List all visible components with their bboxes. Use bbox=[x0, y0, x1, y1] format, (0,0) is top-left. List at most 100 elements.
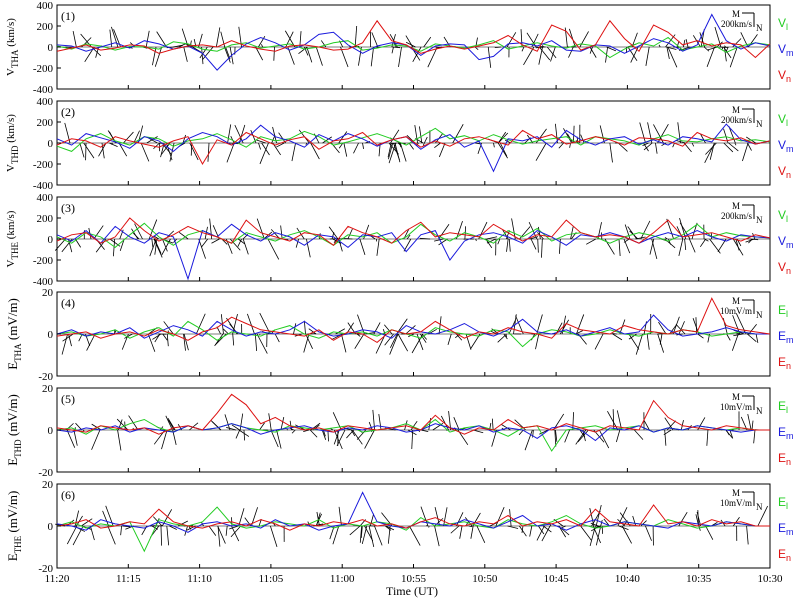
vector-arrow bbox=[529, 525, 533, 537]
vector-arrow bbox=[338, 131, 348, 144]
vector-arrow bbox=[658, 44, 661, 48]
vector-arrow bbox=[255, 46, 264, 61]
y-tick-label: -400 bbox=[33, 276, 54, 288]
vector-arrow bbox=[315, 46, 323, 66]
vector-arrow bbox=[358, 46, 362, 66]
vector-arrow bbox=[504, 139, 511, 144]
y-tick-label: 200 bbox=[37, 117, 54, 129]
vector-arrow bbox=[689, 238, 696, 253]
vector-arrow bbox=[161, 429, 168, 450]
legend-entry-m: Vm bbox=[778, 138, 794, 154]
vector-arrow bbox=[397, 333, 408, 352]
vector-arrow bbox=[569, 142, 571, 148]
panel-label: (4) bbox=[61, 296, 75, 310]
vector-arrow bbox=[748, 324, 757, 335]
vector-arrow bbox=[732, 517, 740, 527]
vector-arrow bbox=[154, 333, 161, 343]
vector-arrow bbox=[378, 414, 382, 431]
vector-arrow bbox=[184, 525, 188, 536]
vector-arrow bbox=[237, 238, 245, 245]
vector-arrow bbox=[198, 238, 206, 259]
vector-arrow bbox=[162, 333, 168, 341]
vector-arrow bbox=[162, 238, 168, 252]
vector-arrow bbox=[321, 429, 327, 440]
vector-arrow bbox=[154, 238, 158, 255]
vector-arrow bbox=[456, 333, 463, 341]
vector-arrow bbox=[685, 39, 689, 48]
vector-arrow bbox=[394, 142, 401, 163]
vector-arrow bbox=[243, 429, 245, 441]
vector-arrow bbox=[389, 333, 399, 355]
vector-arrow bbox=[364, 429, 375, 449]
vector-arrow bbox=[705, 525, 714, 540]
axis-n-label: N bbox=[756, 502, 763, 512]
x-axis-label: Time (UT) bbox=[386, 584, 438, 598]
vector-arrow bbox=[599, 125, 605, 144]
vector-arrow bbox=[169, 525, 177, 530]
vector-arrow bbox=[723, 142, 734, 153]
y-tick-label: 200 bbox=[37, 21, 54, 33]
x-tick-label: 10:50 bbox=[472, 573, 498, 585]
vector-arrow bbox=[341, 333, 347, 353]
y-tick-label: 200 bbox=[37, 213, 54, 225]
vector-arrow bbox=[728, 142, 739, 152]
vector-arrow bbox=[160, 525, 163, 546]
vector-arrow bbox=[274, 333, 280, 343]
x-tick-label: 10:35 bbox=[686, 573, 712, 585]
scale-label: 200km/s bbox=[721, 19, 753, 29]
legend-entry-l: El bbox=[778, 303, 788, 319]
legend-entry-n: En bbox=[778, 355, 791, 371]
vector-arrow bbox=[399, 142, 402, 148]
vector-arrow bbox=[109, 142, 118, 147]
y-tick-label: -20 bbox=[38, 467, 53, 479]
vector-arrow bbox=[691, 142, 695, 147]
vector-arrow bbox=[230, 525, 241, 538]
vector-arrow bbox=[438, 238, 448, 246]
vector-arrow bbox=[514, 419, 526, 431]
vector-arrow bbox=[81, 518, 93, 527]
vector-arrow bbox=[384, 324, 393, 335]
vector-arrow bbox=[153, 142, 160, 150]
vector-arrow bbox=[678, 511, 688, 527]
vector-arrow bbox=[384, 333, 394, 346]
vector-arrow bbox=[234, 124, 244, 144]
scale-label: 10mV/m bbox=[720, 306, 752, 316]
vector-arrow bbox=[414, 124, 418, 144]
vector-arrow bbox=[443, 507, 448, 527]
vector-arrow bbox=[536, 525, 545, 541]
vector-arrow bbox=[346, 429, 354, 439]
vector-arrow bbox=[376, 238, 380, 256]
vector-arrow bbox=[387, 142, 392, 158]
vector-arrow bbox=[222, 328, 229, 335]
vector-arrow bbox=[491, 328, 500, 335]
vector-arrow bbox=[98, 142, 107, 157]
vector-arrow bbox=[156, 31, 167, 48]
vector-arrow bbox=[408, 142, 414, 150]
vector-arrow bbox=[733, 333, 743, 337]
axis-n-label: N bbox=[756, 310, 763, 320]
vector-arrow bbox=[390, 129, 400, 144]
vector-arrow bbox=[235, 429, 241, 439]
vector-arrow bbox=[645, 46, 650, 66]
vector-arrow bbox=[120, 525, 122, 536]
vector-arrow bbox=[555, 429, 558, 442]
vector-arrow bbox=[555, 123, 558, 144]
vector-arrow bbox=[427, 46, 438, 68]
series-line-n bbox=[56, 217, 771, 246]
vector-arrow bbox=[452, 124, 464, 144]
vector-arrow bbox=[110, 142, 114, 145]
scale-label: 200km/s bbox=[721, 115, 753, 125]
vector-arrow bbox=[296, 227, 305, 240]
vector-arrow bbox=[303, 333, 310, 353]
vector-arrow bbox=[728, 125, 736, 144]
vector-arrow bbox=[664, 237, 668, 240]
panel-2: 400 200 0 -200 -400 (2) VTHD (km/s) Vl Vm Vn M N200… bbox=[5, 96, 794, 192]
vector-arrow bbox=[494, 46, 502, 49]
vector-arrow bbox=[354, 25, 358, 48]
vector-arrow bbox=[539, 46, 551, 61]
y-tick-label: -20 bbox=[38, 563, 53, 575]
vector-arrow bbox=[295, 238, 299, 248]
vector-arrow bbox=[618, 238, 621, 256]
vector-arrow bbox=[497, 333, 507, 343]
